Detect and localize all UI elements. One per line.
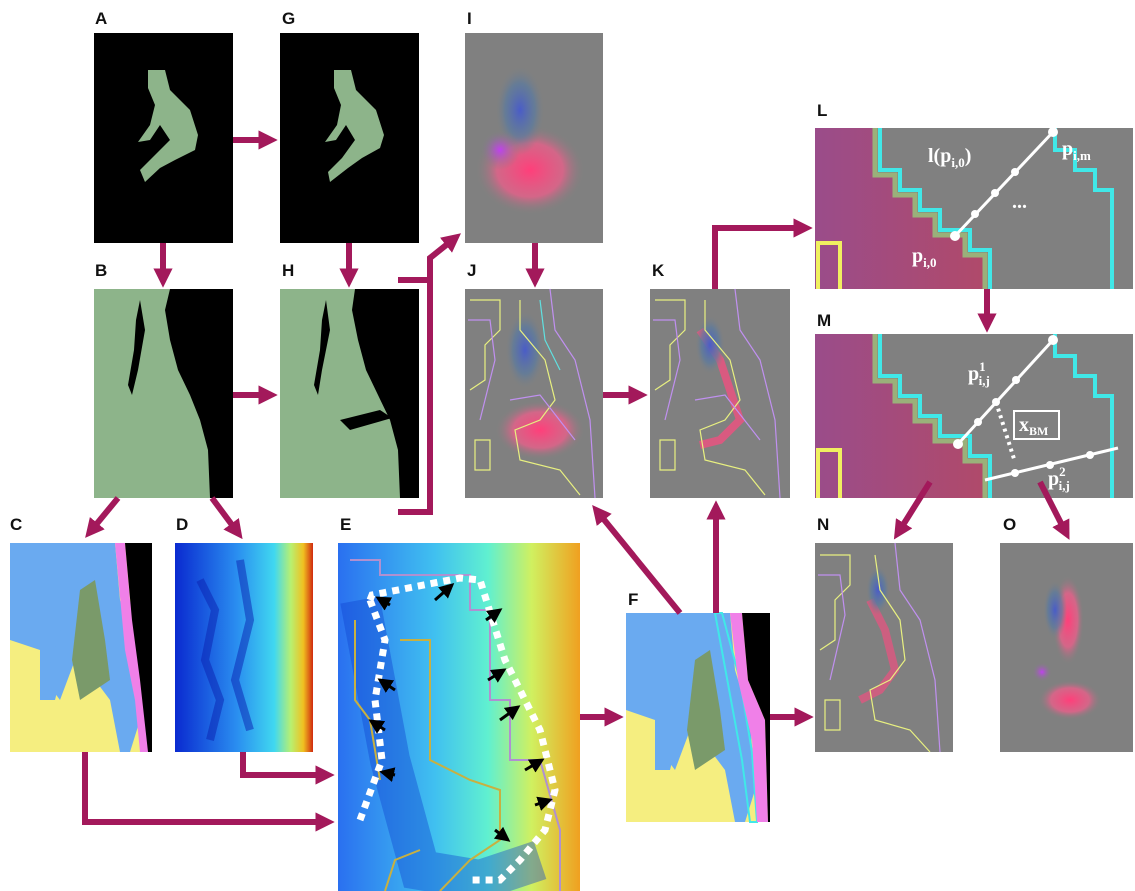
text-part: p — [912, 245, 923, 267]
text-part: ) — [965, 145, 972, 167]
text-part: BM — [1029, 424, 1048, 438]
panel-g — [280, 33, 419, 243]
line-function-label: l(pi,0) — [928, 145, 971, 170]
text-part: p — [940, 145, 951, 167]
panel-h — [280, 289, 419, 498]
text-part: p — [1062, 138, 1073, 160]
panel-c — [10, 543, 152, 752]
panel-label: F — [628, 590, 638, 609]
text-part: i,0 — [923, 255, 936, 270]
panel-e — [338, 543, 580, 891]
panel-label: O — [1003, 515, 1016, 534]
panel-n — [815, 543, 953, 752]
panel-label: K — [652, 261, 665, 280]
figure: l(pi,0) pi,m ... pi,0 xBM p1i,j p2i,j — [0, 0, 1135, 891]
panel-label: N — [817, 515, 829, 534]
panel-label: H — [282, 261, 294, 280]
panel-label: M — [817, 311, 831, 330]
text-part: i,m — [1073, 148, 1091, 163]
text-part: 2 — [1059, 464, 1066, 479]
panel-o — [1000, 543, 1133, 752]
panel-label: D — [176, 515, 188, 534]
panel-label: L — [817, 101, 827, 120]
text-part: p — [968, 363, 979, 385]
panel-label: J — [467, 261, 476, 280]
panel-j — [465, 289, 603, 498]
panel-k — [650, 289, 790, 498]
panel-a — [94, 33, 233, 243]
text-part: l( — [928, 145, 941, 167]
panel-i — [465, 33, 603, 243]
text-part: x — [1019, 414, 1029, 436]
text-part: i,j — [1059, 478, 1070, 493]
text-part: i,j — [979, 373, 990, 388]
ellipsis: ... — [1012, 191, 1027, 213]
panel-label: B — [95, 261, 107, 280]
panel-label: A — [95, 9, 107, 28]
panel-label: G — [282, 9, 295, 28]
text-part: i,0 — [951, 155, 964, 170]
text-part: 1 — [979, 359, 986, 374]
panel-d — [175, 543, 313, 752]
panel-label: E — [340, 515, 351, 534]
panel-f — [626, 613, 770, 822]
panel-label: I — [467, 9, 472, 28]
panel-label: C — [10, 515, 22, 534]
panel-l: l(pi,0) pi,m ... pi,0 — [815, 127, 1133, 289]
panel-b — [94, 289, 233, 498]
text-part: p — [1048, 468, 1059, 490]
